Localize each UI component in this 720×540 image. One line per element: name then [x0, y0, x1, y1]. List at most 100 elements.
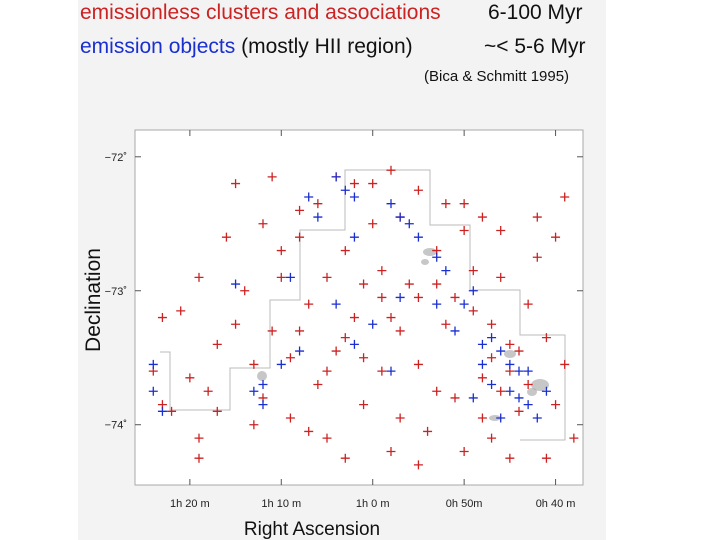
point-blue-30 — [496, 413, 506, 423]
point-red-4 — [176, 306, 186, 316]
point-red-26 — [340, 246, 350, 256]
point-red-98 — [359, 279, 369, 289]
x-tick-label-2: 1h 0 m — [356, 498, 390, 510]
point-blue-6 — [304, 192, 314, 202]
x-axis-label: Right Ascension — [244, 519, 380, 540]
point-red-79 — [340, 453, 350, 463]
point-red-92 — [432, 279, 442, 289]
point-red-69 — [441, 199, 451, 209]
point-red-7 — [203, 386, 213, 396]
point-blue-25 — [514, 366, 524, 376]
point-blue-33 — [523, 366, 533, 376]
point-red-27 — [349, 313, 359, 323]
point-red-50 — [551, 400, 561, 410]
point-red-45 — [505, 339, 515, 349]
point-red-74 — [551, 232, 561, 242]
point-red-91 — [413, 292, 423, 302]
point-blue-37 — [349, 339, 359, 349]
point-red-96 — [340, 333, 350, 343]
point-red-40 — [459, 225, 469, 235]
point-blue-36 — [368, 319, 378, 329]
x-tick-label-1: 1h 10 m — [261, 498, 301, 510]
legend-line-2: emission objects (mostly HII region) — [80, 36, 413, 57]
point-red-82 — [459, 447, 469, 457]
smc-survey-outline — [160, 169, 566, 441]
point-red-18 — [276, 272, 286, 282]
point-blue-26 — [505, 386, 515, 396]
point-red-32 — [386, 313, 396, 323]
point-red-25 — [331, 346, 341, 356]
point-red-67 — [258, 219, 268, 229]
point-blue-42 — [295, 346, 305, 356]
point-red-86 — [395, 413, 405, 423]
y-tick-label-2: −74˚ — [105, 420, 127, 432]
point-red-13 — [249, 359, 259, 369]
point-blue-21 — [468, 286, 478, 296]
point-blue-39 — [432, 299, 442, 309]
gray-cluster-5 — [257, 371, 267, 381]
point-red-42 — [477, 373, 487, 383]
point-red-77 — [194, 453, 204, 463]
point-blue-7 — [313, 212, 323, 222]
point-blue-14 — [386, 199, 396, 209]
point-red-34 — [404, 279, 414, 289]
point-red-15 — [249, 420, 259, 430]
point-red-23 — [322, 272, 332, 282]
point-blue-17 — [413, 232, 423, 242]
point-red-89 — [377, 292, 387, 302]
point-blue-45 — [386, 366, 396, 376]
point-red-24 — [322, 433, 332, 443]
point-red-5 — [194, 272, 204, 282]
point-blue-22 — [487, 333, 497, 343]
point-red-56 — [487, 353, 497, 363]
point-blue-0 — [148, 359, 158, 369]
point-red-73 — [532, 212, 542, 222]
point-blue-20 — [459, 299, 469, 309]
point-red-80 — [386, 447, 396, 457]
point-red-75 — [231, 319, 241, 329]
point-blue-18 — [432, 252, 442, 262]
point-red-53 — [569, 433, 579, 443]
point-blue-34 — [541, 386, 551, 396]
point-blue-23 — [496, 346, 506, 356]
point-red-81 — [413, 460, 423, 470]
point-red-88 — [359, 353, 369, 363]
point-red-66 — [295, 205, 305, 215]
point-blue-44 — [468, 393, 478, 403]
point-red-38 — [441, 319, 451, 329]
point-red-29 — [368, 219, 378, 229]
point-blue-32 — [477, 359, 487, 369]
point-blue-13 — [285, 272, 295, 282]
point-red-11 — [231, 179, 241, 189]
point-red-68 — [413, 185, 423, 195]
legend-red-label: emissionless clusters and associations — [80, 1, 441, 24]
y-tick-label-1: −73˚ — [105, 286, 127, 298]
point-red-76 — [212, 406, 222, 416]
plot-area — [134, 129, 584, 486]
point-blue-3 — [249, 386, 259, 396]
point-red-60 — [267, 172, 277, 182]
point-blue-38 — [450, 326, 460, 336]
point-red-44 — [496, 272, 506, 282]
point-red-99 — [295, 326, 305, 336]
point-red-94 — [468, 266, 478, 276]
point-red-2 — [167, 406, 177, 416]
point-red-49 — [541, 333, 551, 343]
point-blue-19 — [441, 266, 451, 276]
point-red-39 — [450, 393, 460, 403]
legend-line-1: emissionless clusters and associations — [80, 2, 441, 23]
point-blue-9 — [340, 185, 350, 195]
point-blue-1 — [148, 386, 158, 396]
point-red-78 — [304, 426, 314, 436]
legend-blue-label: emission objects — [80, 35, 236, 58]
point-blue-8 — [331, 172, 341, 182]
point-red-95 — [487, 319, 497, 329]
point-red-70 — [459, 199, 469, 209]
point-red-93 — [450, 292, 460, 302]
point-blue-4 — [258, 380, 268, 390]
point-red-46 — [514, 406, 524, 416]
point-red-8 — [194, 433, 204, 443]
point-red-59 — [523, 380, 533, 390]
point-red-35 — [413, 359, 423, 369]
point-red-97 — [322, 366, 332, 376]
